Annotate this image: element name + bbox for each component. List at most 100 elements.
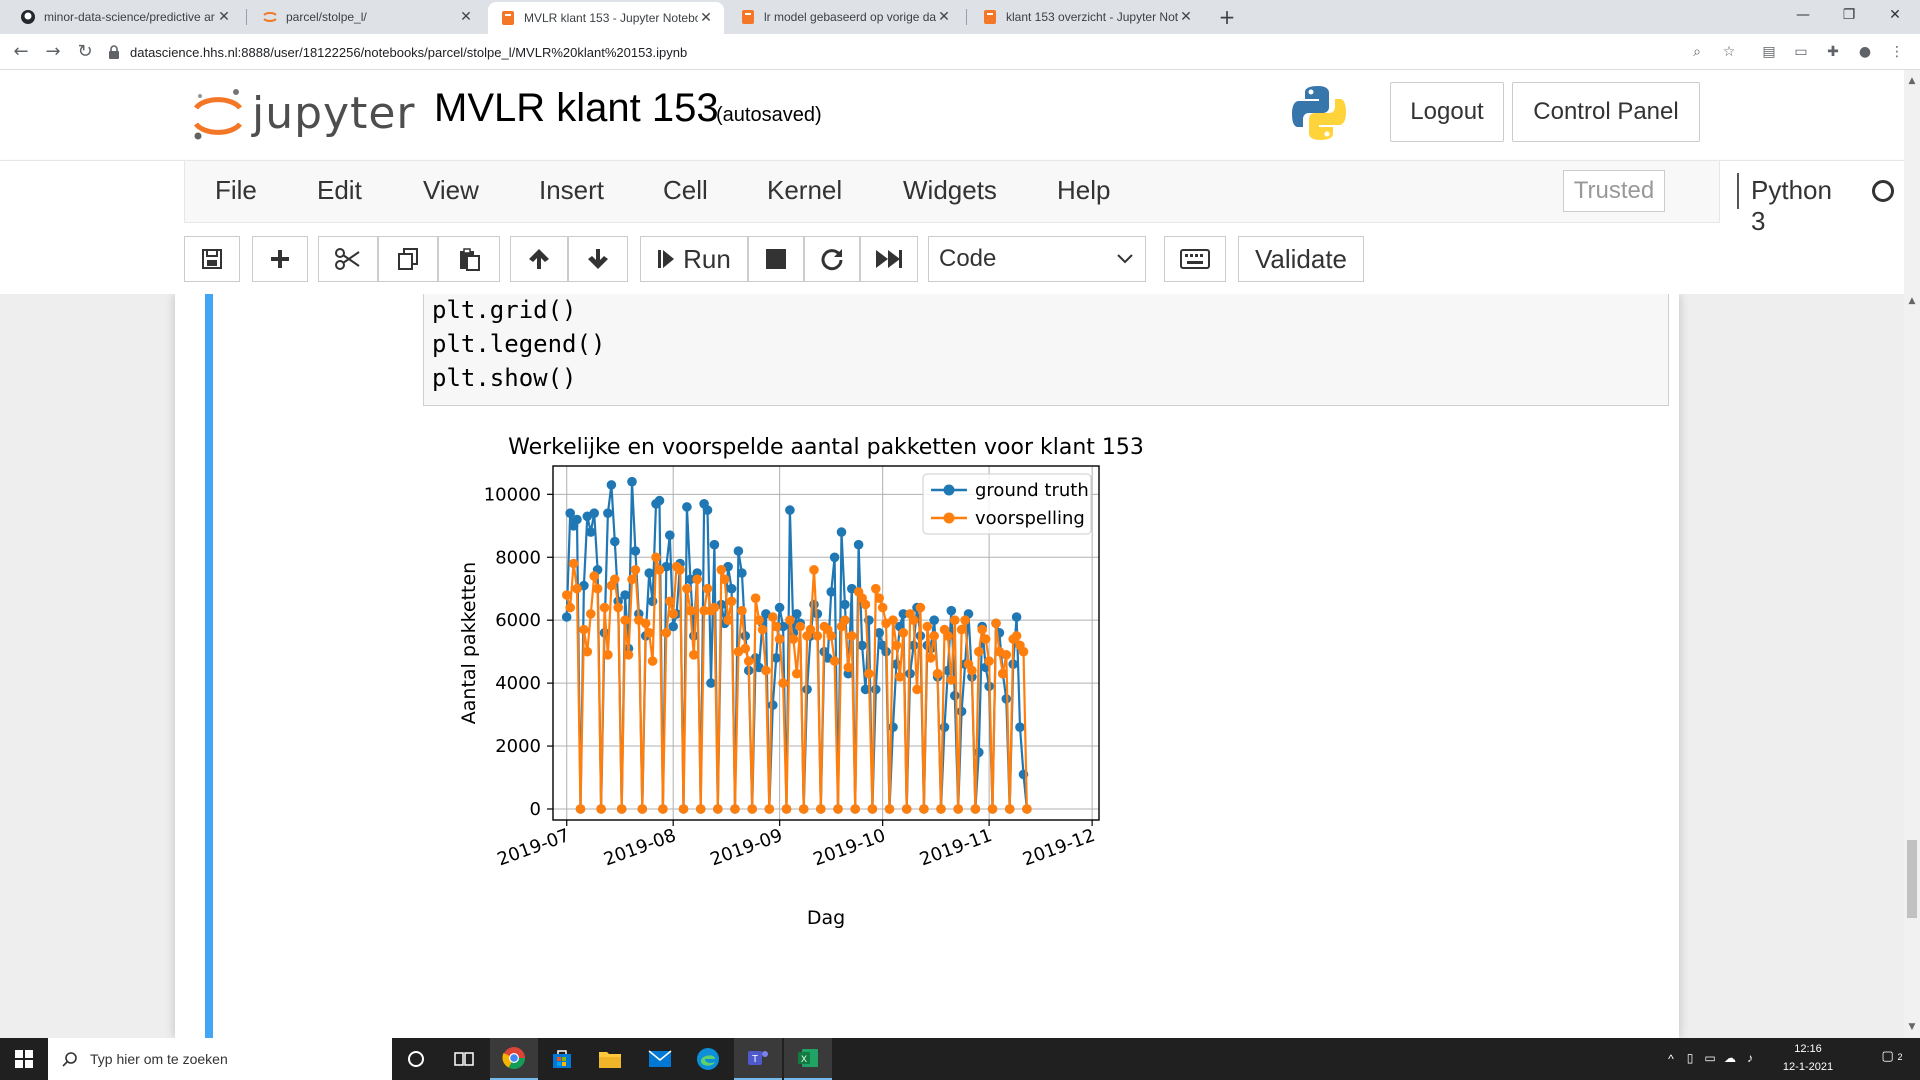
copy-button[interactable] [378, 236, 438, 282]
move-down-button[interactable] [568, 236, 628, 282]
kernel-idle-indicator-icon [1872, 180, 1894, 202]
reading-list-icon[interactable]: ▤ [1762, 44, 1776, 60]
bookmark-star-icon[interactable]: ☆ [1722, 44, 1736, 60]
restart-run-all-button[interactable] [860, 236, 918, 282]
run-button[interactable]: Run [640, 236, 748, 282]
menu-widgets[interactable]: Widgets [903, 175, 997, 205]
close-icon[interactable]: ✕ [218, 9, 230, 25]
menu-file[interactable]: File [215, 175, 257, 205]
onedrive-cloud-icon[interactable]: ☁ [1724, 1051, 1736, 1065]
jupyter-logo[interactable]: jupyter [190, 84, 415, 144]
minimize-icon[interactable]: — [1796, 7, 1810, 23]
menu-kernel[interactable]: Kernel [767, 175, 843, 205]
volume-icon[interactable]: ♪ [1747, 1051, 1753, 1065]
restore-icon[interactable]: ❐ [1842, 7, 1856, 23]
forward-icon[interactable]: → [45, 41, 61, 62]
menu-edit[interactable]: Edit [317, 175, 362, 205]
tray-overflow-icon[interactable]: ^ [1668, 1052, 1674, 1066]
validate-button[interactable]: Validate [1238, 236, 1364, 282]
browser-tab-1[interactable]: minor-data-science/predictive ar ✕ [8, 0, 242, 34]
menu-help[interactable]: Help [1057, 175, 1111, 205]
scroll-up-icon[interactable]: ▲ [1908, 76, 1916, 86]
data-point [991, 618, 1001, 629]
jupyter-logo-icon [193, 89, 243, 140]
paste-button[interactable] [438, 236, 500, 282]
legend-swatch-marker [943, 484, 955, 496]
data-point [877, 602, 888, 613]
command-palette-button[interactable] [1164, 236, 1226, 282]
trusted-indicator[interactable]: Trusted [1563, 170, 1665, 212]
taskbar-chrome[interactable] [490, 1038, 538, 1080]
step-forward-icon [658, 250, 675, 268]
windows-taskbar: Typ hier om te zoeken T X ^ ▯ ▭ ☁ ♪ 12:1… [0, 1038, 1920, 1080]
menu-cell[interactable]: Cell [663, 175, 708, 205]
notebook-title[interactable]: MVLR klant 153 [434, 86, 719, 130]
page-scrollbar[interactable]: ▲ ▲ ▼ [1904, 70, 1920, 1038]
save-button[interactable] [184, 236, 240, 282]
window-close-icon[interactable]: ✕ [1889, 7, 1901, 23]
taskbar-excel[interactable]: X [784, 1038, 832, 1080]
menu-insert[interactable]: Insert [539, 175, 605, 205]
clock-time[interactable]: 12:16 [1794, 1043, 1822, 1055]
data-point [675, 565, 685, 575]
scroll-up-icon[interactable]: ▲ [1908, 296, 1916, 306]
taskbar-file-explorer[interactable] [586, 1038, 634, 1080]
start-button[interactable] [0, 1038, 48, 1080]
close-icon[interactable]: ✕ [1180, 9, 1192, 25]
network-icon[interactable]: ▭ [1704, 1051, 1716, 1065]
back-icon[interactable]: ← [13, 41, 29, 62]
taskbar-teams[interactable]: T [734, 1038, 782, 1080]
restart-kernel-button[interactable] [804, 236, 860, 282]
tab-title: klant 153 overzicht - Jupyter Not [1006, 10, 1178, 24]
menu-view[interactable]: View [423, 175, 479, 205]
close-icon[interactable]: ✕ [460, 9, 472, 25]
zoom-icon[interactable]: ⌕ [1693, 44, 1701, 60]
cortana-button[interactable] [392, 1038, 440, 1080]
github-icon [21, 10, 35, 24]
reload-icon[interactable]: ↻ [77, 41, 93, 62]
browser-tab-3-active[interactable]: MVLR klant 153 - Jupyter Notebo ✕ [488, 2, 724, 34]
puzzle-extensions-icon[interactable]: ✚ [1827, 44, 1839, 60]
kernel-name[interactable]: Python 3 [1751, 175, 1832, 236]
taskbar-store[interactable] [538, 1038, 586, 1080]
data-point [596, 804, 606, 814]
taskbar-edge[interactable] [684, 1038, 732, 1080]
browser-menu-icon[interactable]: ⋮ [1890, 44, 1904, 60]
task-view-button[interactable] [440, 1038, 488, 1080]
code-cell-input[interactable]: plt.grid() plt.legend() plt.show() [423, 294, 1669, 406]
extension-icon[interactable]: ▭ [1794, 44, 1808, 60]
insert-cell-button[interactable] [252, 236, 308, 282]
code-line: plt.show() [432, 364, 577, 392]
data-point [757, 624, 768, 635]
interrupt-button[interactable] [748, 236, 804, 282]
close-icon[interactable]: ✕ [700, 10, 712, 26]
data-point [726, 596, 737, 607]
browser-tab-2[interactable]: parcel/stolpe_l/ ✕ [250, 0, 484, 34]
taskbar-mail[interactable] [636, 1038, 684, 1080]
tab-title: MVLR klant 153 - Jupyter Notebo [524, 11, 698, 25]
data-point [665, 530, 675, 540]
data-point [874, 628, 884, 638]
cut-button[interactable] [318, 236, 378, 282]
data-point [860, 684, 871, 695]
logout-button[interactable]: Logout [1390, 82, 1504, 142]
clock-date[interactable]: 12-1-2021 [1782, 1061, 1834, 1073]
profile-avatar-icon[interactable]: ● [1858, 44, 1872, 60]
data-point [774, 634, 785, 644]
new-tab-button[interactable]: + [1218, 5, 1236, 29]
notebook-page: plt.grid() plt.legend() plt.show() 0 2000… [175, 294, 1679, 1038]
browser-tab-4[interactable]: lr model gebaseerd op vorige da ✕ [728, 0, 962, 34]
control-panel-button[interactable]: Control Panel [1512, 82, 1700, 142]
scroll-down-icon[interactable]: ▼ [1908, 1022, 1916, 1032]
scrollbar-thumb[interactable] [1907, 840, 1917, 918]
tray-device-icon[interactable]: ▯ [1686, 1051, 1694, 1065]
windows-logo-icon [15, 1050, 33, 1068]
data-point [733, 546, 744, 556]
close-icon[interactable]: ✕ [938, 9, 950, 25]
cell-type-select[interactable]: Code [928, 236, 1146, 282]
move-up-button[interactable] [510, 236, 568, 282]
taskbar-search-box[interactable]: Typ hier om te zoeken [48, 1038, 392, 1080]
address-bar[interactable]: datascience.hhs.nl:8888/user/18122256/no… [108, 38, 1728, 66]
notification-center-button[interactable]: ▢ 2 [1872, 1048, 1912, 1070]
browser-tab-5[interactable]: klant 153 overzicht - Jupyter Not ✕ [970, 0, 1204, 34]
